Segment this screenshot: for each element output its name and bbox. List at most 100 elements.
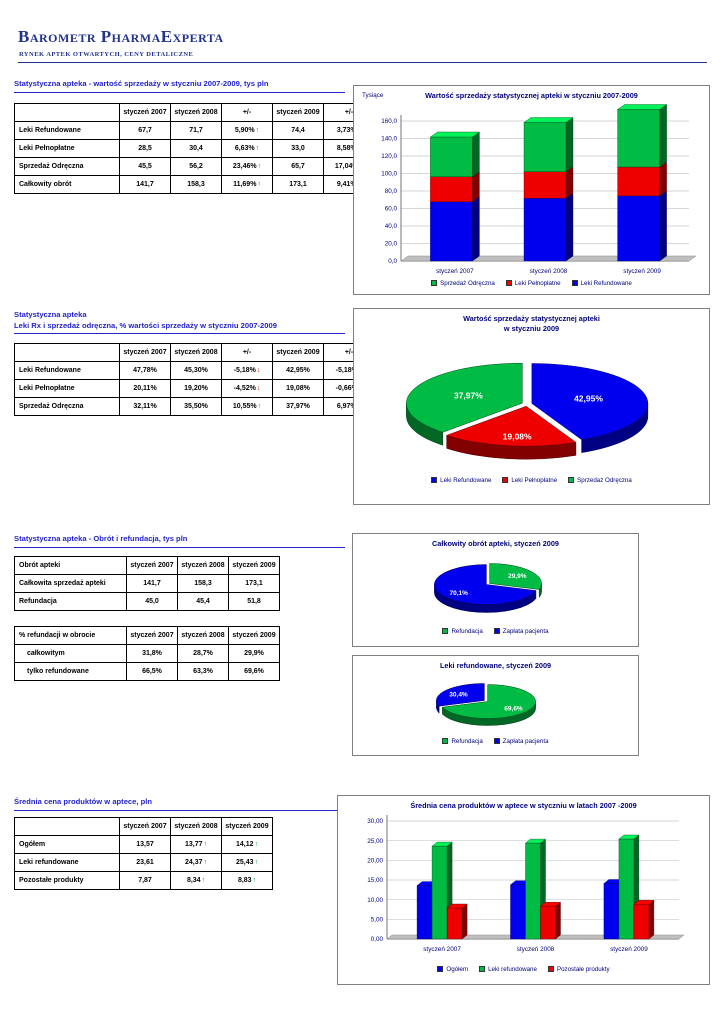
table-row: Leki Refundowane 47,78% 45,30% -5,18%↓ 42,95…: [14, 361, 375, 380]
bar: [603, 883, 620, 940]
column-header: +/-: [221, 343, 273, 362]
column-header: styczeń 2009: [221, 817, 273, 836]
bar-segment: [523, 171, 567, 199]
row-label: Leki Refundowane: [14, 361, 120, 380]
row-label: Całkowita sprzedaż apteki: [14, 574, 127, 593]
table-cell: 30,4: [170, 139, 222, 158]
pie-slice: [489, 563, 542, 590]
table-cell: 13,77↑: [170, 835, 222, 854]
row-label: Ogółem: [14, 835, 120, 854]
section-title-line: Leki Rx i sprzedaż odręczna, % wartości …: [14, 320, 277, 330]
legend-swatch: [502, 477, 509, 484]
section-title-turnover-refund: Statystyczna apteka - Obrót i refundacja…: [14, 534, 345, 548]
column-header: styczeń 2009: [272, 343, 324, 362]
trend-down-icon: ↓: [256, 385, 261, 392]
legend-swatch: [431, 280, 438, 287]
table-cell: 10,55%↑: [221, 397, 273, 416]
bar-side: [472, 171, 480, 203]
table-row: Ogółem 13,57 13,77↑ 14,12↑: [14, 835, 273, 854]
legend-item: Leki refundowane: [479, 966, 537, 973]
legend-item: Sprzedaż Odręczna: [568, 477, 632, 484]
document-title: Barometr PharmaExperta: [18, 27, 224, 46]
pie-slice: [406, 362, 523, 433]
y-tick-label: 140,0: [381, 136, 397, 143]
y-tick-label: 0,0: [388, 258, 397, 265]
x-axis-label: styczeń 2008: [530, 268, 568, 275]
table-cell: 173,1: [272, 175, 324, 194]
sales-share-pie-chart: Wartość sprzedaży statystycznej apteki w …: [353, 308, 710, 505]
table-cell: 51,8: [228, 592, 280, 611]
table-cell: 45,4: [177, 592, 229, 611]
trend-up-icon: ↑: [257, 181, 261, 188]
legend-label: Leki Refundowane: [440, 476, 492, 484]
table-cell: 45,5: [119, 157, 171, 176]
row-label: Sprzedaż Odręczna: [14, 157, 120, 176]
trend-up-icon: ↑: [201, 877, 206, 884]
legend-label: Ogółem: [446, 965, 469, 973]
y-tick-label: 25,00: [367, 838, 383, 845]
y-tick-label: 60,0: [385, 206, 398, 213]
column-header: styczeń 2007: [119, 343, 171, 362]
legend-swatch: [442, 628, 449, 635]
column-header: % refundacji w obrocie: [14, 626, 127, 645]
table-cell: 47,78%: [119, 361, 171, 380]
y-tick-label: 5,00: [371, 916, 384, 923]
chart-legend: Refundacja Zapłata pacjenta: [353, 628, 638, 635]
table-row: całkowitym 31,8% 28,7% 29,9%: [14, 644, 280, 663]
legend-item: Refundacja: [442, 738, 483, 745]
row-label: Leki refundowane: [14, 853, 120, 872]
column-header: styczeń 2008: [177, 556, 229, 575]
bar-side: [472, 131, 480, 178]
x-axis-label: styczeń 2009: [610, 946, 648, 953]
refund-share-table: % refundacji w obrocie styczeń 2007 stycze…: [14, 626, 280, 681]
legend-label: Leki refundowane: [488, 965, 537, 973]
sales-value-table: styczeń 2007 styczeń 2008 +/- styczeń 2009 +…: [14, 103, 375, 194]
row-label: Leki Pełnopłatne: [14, 139, 120, 158]
bar-top: [524, 838, 547, 844]
table-row: Pozostałe produkty 7,87 8,34↑ 8,83↑: [14, 871, 273, 890]
bar: [633, 903, 650, 940]
legend-label: Sprzedaż Odręczna: [440, 279, 495, 287]
table-cell: 158,3: [170, 175, 222, 194]
bar-top: [616, 104, 668, 110]
table-cell: 24,37↑: [170, 853, 222, 872]
table-cell: 74,4: [272, 121, 324, 140]
legend-item: Leki Pełnopłatne: [505, 280, 561, 287]
pie-slice: [436, 683, 485, 707]
table-row: Leki refundowane 23,61 24,37↑ 25,43↑: [14, 853, 273, 872]
legend-swatch: [431, 477, 438, 484]
table-header-row: styczeń 2007 styczeń 2008 +/- styczeń 2009 +…: [14, 343, 375, 362]
legend-item: Zapłata pacjenta: [493, 738, 549, 745]
avg-price-bar-chart: Średnia cena produktów w aptece w styczn…: [337, 795, 710, 985]
bar-side: [659, 161, 667, 197]
column-header: [14, 103, 120, 122]
y-tick-label: 100,0: [381, 171, 397, 178]
document-subtitle: RYNEK APTEK OTWARTYCH, CENY DETALICZNE: [19, 51, 194, 58]
table-cell: 13,57: [119, 835, 171, 854]
table-cell: 28,7%: [177, 644, 229, 663]
table-cell: -5,18%↓: [221, 361, 273, 380]
bar-segment: [617, 109, 660, 168]
pie-slice: [531, 362, 649, 440]
table-row: Sprzedaż Odręczna 45,5 56,2 23,46%↑ 65,7 17,0…: [14, 157, 375, 176]
row-label: Sprzedaż Odręczna: [14, 397, 120, 416]
chart-title: Średnia cena produktów w aptece w styczn…: [410, 801, 637, 810]
legend-swatch: [437, 966, 444, 973]
row-label: Leki Refundowane: [14, 121, 120, 140]
table-cell: 65,7: [272, 157, 324, 176]
bar-segment: [617, 195, 660, 262]
bar: [416, 885, 433, 940]
table-cell: 5,90%↑: [221, 121, 273, 140]
bar-segment: [430, 176, 473, 202]
bar-side: [472, 196, 480, 262]
column-header: [14, 817, 120, 836]
table-cell: 19,08%: [272, 379, 324, 398]
table-row: tylko refundowane 66,5% 63,3% 69,6%: [14, 662, 280, 681]
bar-top: [618, 834, 640, 840]
column-header: styczeń 2009: [228, 626, 280, 645]
y-tick-label: 20,00: [367, 857, 383, 864]
legend-label: Zapłata pacjenta: [502, 627, 549, 635]
section-title-line: Statystyczna apteka: [14, 310, 87, 319]
